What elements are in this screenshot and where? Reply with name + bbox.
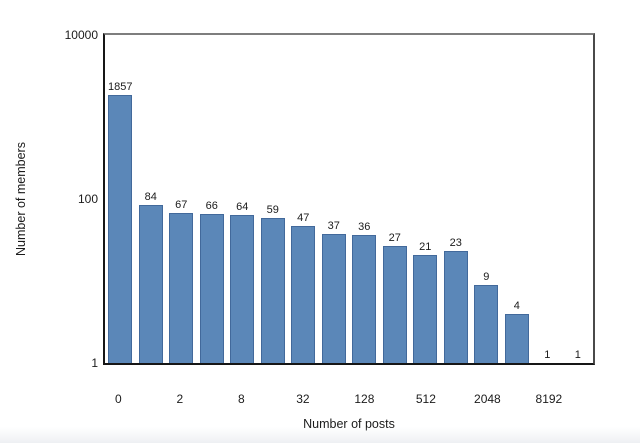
bar bbox=[413, 254, 438, 363]
bar-slot: 47 bbox=[288, 35, 319, 363]
bar bbox=[169, 213, 194, 363]
bar-value-label: 66 bbox=[205, 199, 218, 212]
bar-slot: 64 bbox=[227, 35, 258, 363]
x-ticks: 0 2 8 32 128 512 2048 8192 bbox=[103, 392, 595, 408]
bar-value-label: 37 bbox=[327, 220, 340, 233]
y-tick-label-1: 1 bbox=[91, 356, 98, 370]
x-tick-label: 2 bbox=[176, 392, 184, 406]
x-axis-title: Number of posts bbox=[303, 417, 395, 431]
bar bbox=[199, 213, 224, 363]
bar-value-label: 1 bbox=[574, 349, 581, 361]
bar-value-label: 59 bbox=[266, 203, 279, 216]
bar-slot: 21 bbox=[410, 35, 441, 363]
bar bbox=[382, 245, 407, 363]
y-tick-label-10000: 10000 bbox=[64, 28, 98, 42]
bar bbox=[504, 313, 529, 363]
bar-value-label: 36 bbox=[358, 221, 371, 234]
bar bbox=[352, 235, 377, 363]
x-tick-label: 32 bbox=[296, 392, 310, 406]
bar bbox=[291, 225, 316, 363]
bar-value-label: 4 bbox=[513, 299, 520, 312]
bar-value-label: 64 bbox=[236, 200, 249, 213]
bar-value-label: 1 bbox=[544, 349, 551, 361]
bar bbox=[260, 217, 285, 363]
bar-slot: 36 bbox=[349, 35, 380, 363]
bar-value-label: 21 bbox=[419, 240, 432, 253]
x-tick-label: 2048 bbox=[474, 392, 501, 406]
bar-value-label: 1857 bbox=[108, 80, 133, 93]
bar bbox=[474, 284, 499, 363]
bar bbox=[108, 94, 133, 363]
bar-slot: 4 bbox=[502, 35, 533, 363]
bar-slot: 37 bbox=[319, 35, 350, 363]
bar bbox=[230, 214, 255, 363]
bar bbox=[321, 234, 346, 363]
bar bbox=[138, 205, 163, 363]
y-tick-label-100: 100 bbox=[77, 192, 98, 206]
bar bbox=[443, 251, 468, 363]
plot-area: 10000 100 1 1857 84 67 66 64 59 47 37 36 27 21 23 9 4… bbox=[65, 28, 595, 370]
x-tick-label: 8 bbox=[238, 392, 245, 406]
bar-slot: 84 bbox=[136, 35, 167, 363]
y-axis-title: Number of members bbox=[0, 33, 42, 365]
bar-value-label: 67 bbox=[175, 199, 188, 212]
x-tick-label: 0 bbox=[115, 392, 122, 406]
x-tick-label: 512 bbox=[415, 392, 436, 406]
bar-value-label: 23 bbox=[449, 237, 462, 250]
bar-slot: 1857 bbox=[105, 35, 136, 363]
bar-value-label: 84 bbox=[144, 191, 157, 204]
bar-slot: 23 bbox=[441, 35, 472, 363]
bar-slot: 59 bbox=[258, 35, 289, 363]
bar-slot: 9 bbox=[471, 35, 502, 363]
x-tick-label: 128 bbox=[354, 392, 375, 406]
x-tick-label: 8192 bbox=[535, 392, 563, 406]
bar-slot: 67 bbox=[166, 35, 197, 363]
bar-value-label: 27 bbox=[388, 231, 401, 244]
bar-slot: 1 bbox=[532, 35, 563, 363]
bar-value-label: 9 bbox=[483, 270, 490, 283]
bars: 1857 84 67 66 64 59 47 37 36 27 21 23 9 4 1 1 bbox=[105, 35, 593, 363]
bar-slot: 1 bbox=[563, 35, 594, 363]
bar-slot: 66 bbox=[197, 35, 228, 363]
y-axis-title-text: Number of members bbox=[14, 142, 28, 256]
bar-slot: 27 bbox=[380, 35, 411, 363]
bar-value-label: 47 bbox=[297, 211, 310, 224]
